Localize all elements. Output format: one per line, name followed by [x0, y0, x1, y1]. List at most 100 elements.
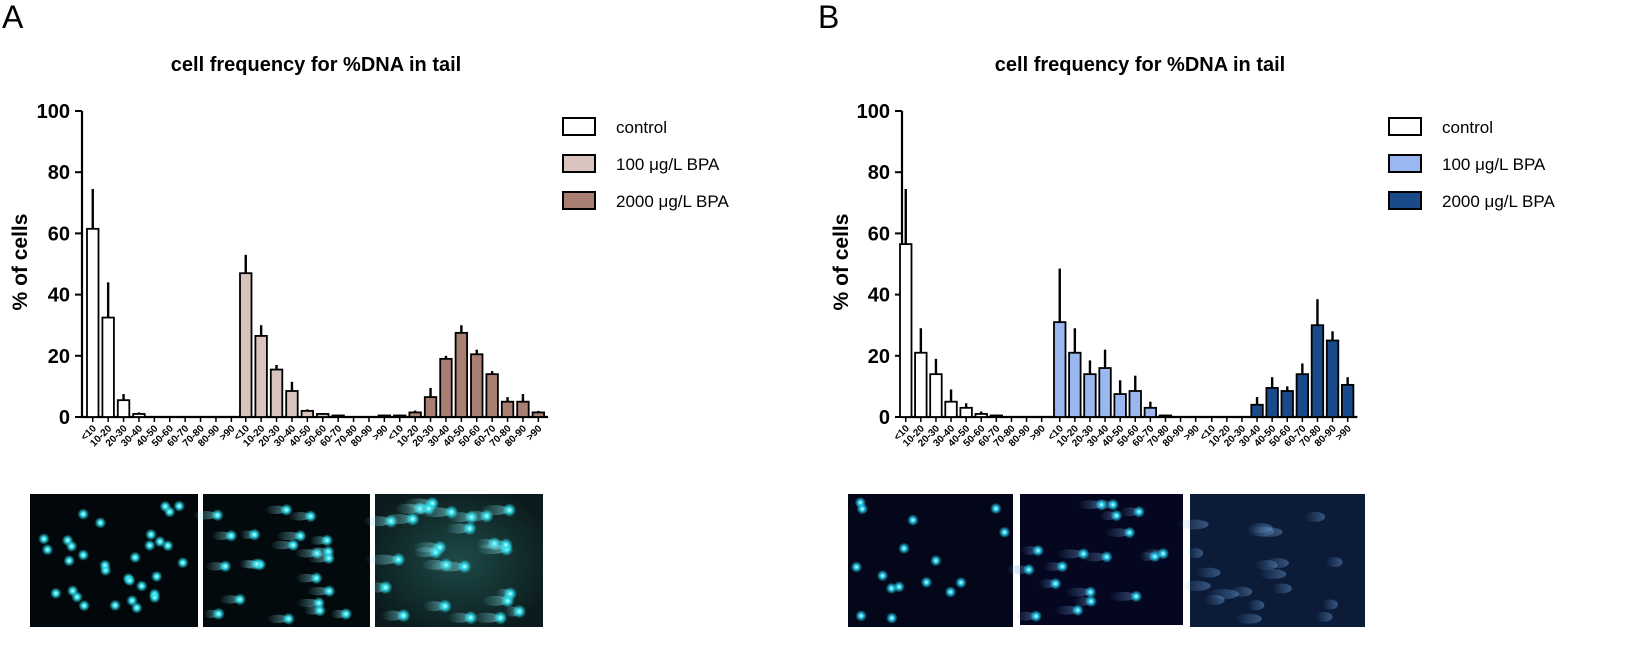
bar: [331, 414, 345, 418]
comet-tail: [1304, 511, 1326, 522]
y-tick-label: 40: [868, 285, 890, 307]
comet-tail: [275, 531, 301, 541]
comet-tail: [1247, 522, 1273, 533]
bar: [899, 243, 913, 418]
comet-head: [78, 599, 90, 612]
comet-head: [1100, 550, 1113, 563]
bar: [239, 272, 253, 418]
comet-tail: [1272, 583, 1292, 594]
comet-head: [310, 572, 323, 585]
bar: [269, 368, 284, 418]
comet-head: [250, 557, 263, 571]
comet-head: [898, 542, 910, 555]
micrograph-control: [848, 494, 1013, 627]
legend-swatch: [1388, 154, 1422, 173]
comet-head: [421, 501, 436, 516]
micrograph-2000-bpa: [363, 494, 543, 627]
comet-head: [126, 594, 138, 607]
x-tick-label: >90: [1028, 423, 1048, 443]
comet-tail: [1186, 548, 1204, 559]
micrograph-background: [203, 494, 370, 627]
bar: [408, 411, 422, 418]
comet-head: [320, 534, 334, 547]
comet-head: [1148, 550, 1161, 563]
comet-head: [1130, 590, 1143, 603]
bar: [423, 396, 438, 418]
comet-head: [312, 596, 326, 610]
comet-head: [99, 559, 111, 572]
bar: [974, 413, 988, 418]
comet-tail: [412, 542, 440, 553]
comet-tail: [1247, 600, 1265, 611]
y-tick-label: 60: [48, 223, 70, 245]
comet-head: [850, 561, 863, 573]
bar: [285, 390, 299, 418]
comet-head: [457, 559, 472, 574]
comet-head: [998, 526, 1011, 539]
bar: [1310, 324, 1325, 418]
comet-head: [498, 538, 513, 552]
comet-tail: [1315, 611, 1333, 622]
comet-tail: [1065, 587, 1091, 597]
comet-tail: [1181, 580, 1211, 591]
comet-head: [71, 591, 83, 603]
comet-head: [1085, 595, 1097, 608]
bar: [989, 414, 1003, 418]
comet-head: [1110, 509, 1123, 522]
comet-head: [304, 510, 317, 523]
bar: [254, 335, 268, 418]
comet-head: [493, 610, 508, 625]
comet-head: [444, 505, 459, 520]
chart-b: cell frequency for %DNA in tail % of cel…: [830, 54, 1555, 449]
x-tick-label: >90: [525, 423, 545, 443]
comet-tail: [1322, 599, 1338, 610]
legend-swatch: [1388, 191, 1422, 210]
comet-head: [854, 496, 867, 509]
comet-head: [77, 508, 89, 520]
comet-tail: [364, 554, 399, 565]
bar: [1265, 387, 1279, 418]
y-tick-label: 100: [37, 101, 70, 123]
bar: [101, 316, 115, 418]
comet-head: [162, 539, 174, 552]
comet-tail: [480, 505, 510, 516]
y-axis-label: % of cells: [830, 214, 853, 311]
comet-tail: [1054, 605, 1078, 615]
comet-head: [1077, 547, 1090, 560]
comet-tail: [1254, 560, 1278, 571]
comet-head: [225, 529, 238, 542]
comet-tail: [1108, 591, 1137, 601]
legend-label: 2000 μg/L BPA: [616, 192, 729, 211]
bar: [1280, 390, 1294, 418]
comet-head: [378, 580, 393, 595]
bar: [393, 414, 407, 418]
bar: [316, 413, 330, 418]
micrograph-2000-bpa: [1176, 494, 1365, 627]
comet-head: [50, 587, 62, 600]
comet-head: [500, 593, 515, 608]
legend-label: 2000 μg/L BPA: [1442, 192, 1555, 211]
comet-head: [148, 591, 161, 604]
comet-tail: [1326, 557, 1343, 568]
comet-head: [1049, 577, 1062, 590]
comet-head: [219, 560, 232, 573]
comet-head: [287, 538, 300, 552]
comet-tail: [1259, 569, 1287, 580]
comet-head: [1030, 610, 1043, 623]
bar: [1341, 383, 1355, 418]
bar: [1128, 390, 1142, 418]
y-tick-label: 20: [868, 346, 890, 368]
bar: [1053, 321, 1067, 418]
y-tick-label: 20: [48, 346, 70, 368]
bar: [944, 400, 958, 418]
bar: [1250, 403, 1264, 418]
comet-head: [212, 607, 225, 621]
y-tick-label: 0: [879, 407, 890, 429]
comet-head: [855, 610, 867, 622]
legend-swatch: [1388, 117, 1422, 136]
bar: [500, 400, 515, 418]
comet-head: [1133, 505, 1145, 518]
chart-a: cell frequency for %DNA in tail % of cel…: [9, 54, 729, 449]
comet-head: [143, 539, 156, 552]
